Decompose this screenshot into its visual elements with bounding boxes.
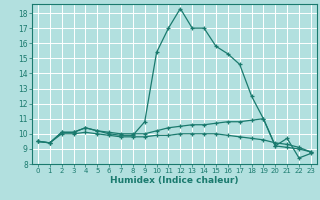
X-axis label: Humidex (Indice chaleur): Humidex (Indice chaleur) bbox=[110, 176, 239, 185]
